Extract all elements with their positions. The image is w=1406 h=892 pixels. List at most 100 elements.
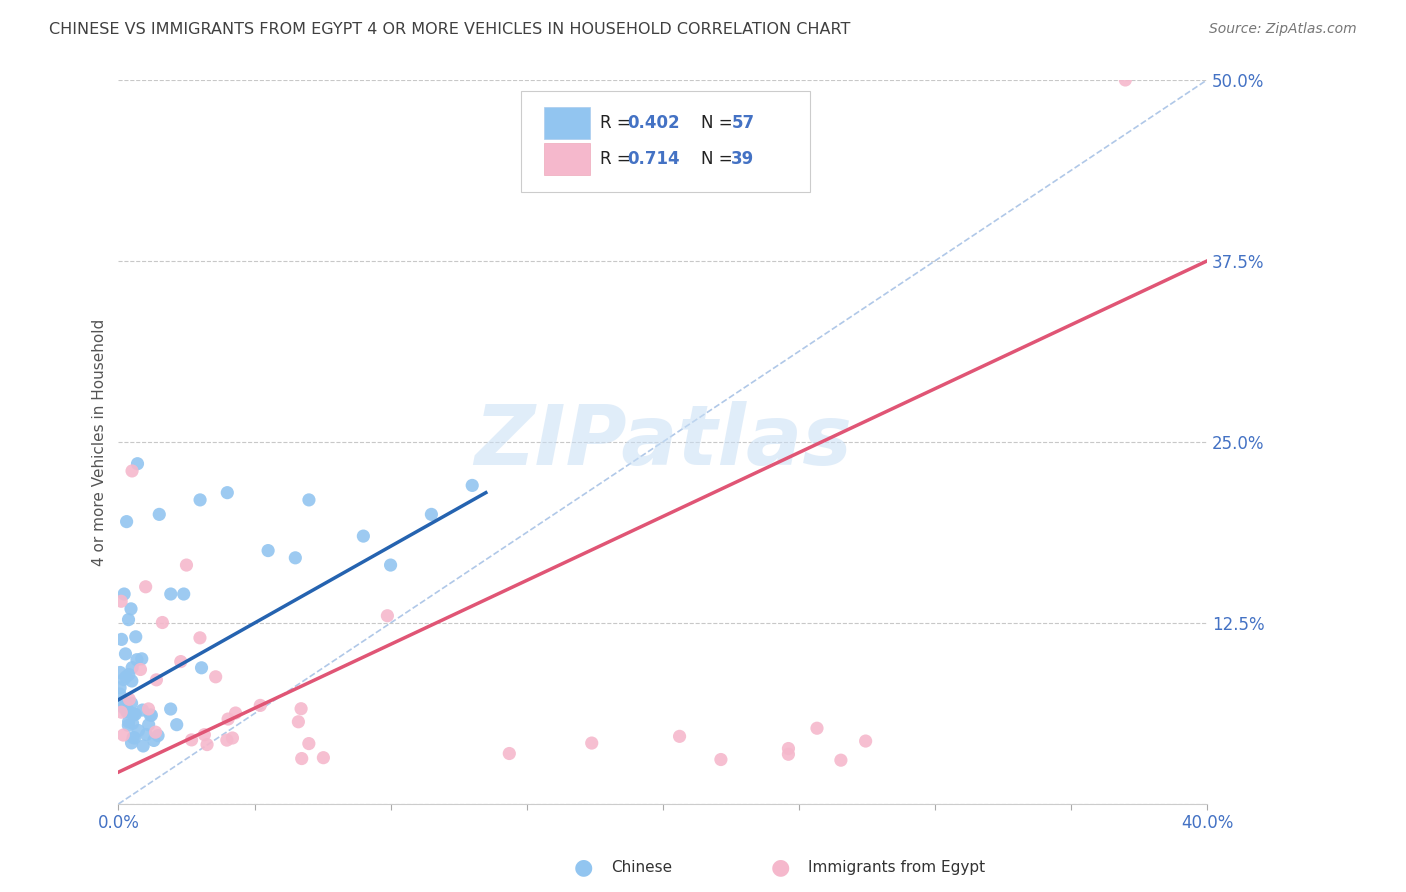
Point: [135, 580, 157, 594]
Point: [142, 733, 165, 747]
Point: [145, 673, 167, 687]
Point: [132, 739, 155, 753]
Point: [778, 747, 800, 762]
Point: [121, 736, 143, 750]
Point: [195, 738, 218, 752]
Point: [352, 529, 374, 543]
Point: [166, 717, 188, 731]
Text: ●: ●: [574, 857, 593, 877]
Point: [124, 731, 146, 745]
Point: [710, 752, 733, 766]
Point: [121, 464, 143, 478]
Text: N =: N =: [700, 150, 738, 168]
Point: [135, 727, 157, 741]
Text: Chinese: Chinese: [612, 860, 672, 874]
Point: [257, 543, 280, 558]
Point: [188, 631, 211, 645]
Point: [108, 665, 131, 680]
Point: [287, 714, 309, 729]
Point: [420, 508, 443, 522]
Point: [115, 670, 138, 684]
Point: [806, 721, 828, 735]
Point: [148, 508, 170, 522]
Point: [121, 716, 143, 731]
Point: [138, 717, 160, 731]
Point: [778, 741, 800, 756]
Point: [1114, 73, 1136, 87]
Point: [108, 681, 131, 695]
Point: [188, 492, 211, 507]
Point: [180, 732, 202, 747]
Text: ●: ●: [770, 857, 790, 877]
Point: [150, 615, 173, 630]
Point: [117, 718, 139, 732]
Text: Immigrants from Egypt: Immigrants from Egypt: [808, 860, 986, 874]
Point: [112, 728, 135, 742]
Point: [131, 703, 153, 717]
Point: [121, 660, 143, 674]
Point: [120, 602, 142, 616]
Point: [298, 492, 321, 507]
Text: Source: ZipAtlas.com: Source: ZipAtlas.com: [1209, 22, 1357, 37]
Point: [139, 708, 162, 723]
Point: [291, 751, 314, 765]
Point: [190, 661, 212, 675]
Point: [145, 725, 167, 739]
Text: CHINESE VS IMMIGRANTS FROM EGYPT 4 OR MORE VEHICLES IN HOUSEHOLD CORRELATION CHA: CHINESE VS IMMIGRANTS FROM EGYPT 4 OR MO…: [49, 22, 851, 37]
Point: [855, 734, 877, 748]
Point: [193, 728, 215, 742]
Point: [141, 708, 163, 723]
Point: [121, 673, 143, 688]
Point: [159, 702, 181, 716]
Point: [129, 663, 152, 677]
Point: [115, 515, 138, 529]
Point: [122, 731, 145, 745]
Point: [121, 696, 143, 710]
Point: [146, 729, 169, 743]
Text: 39: 39: [731, 150, 755, 168]
Point: [249, 698, 271, 713]
Text: 0.402: 0.402: [627, 113, 679, 132]
Text: ZIPatlas: ZIPatlas: [474, 401, 852, 483]
Point: [117, 613, 139, 627]
Point: [176, 558, 198, 572]
Point: [221, 731, 243, 745]
Point: [110, 594, 132, 608]
Point: [498, 747, 520, 761]
Point: [108, 687, 131, 701]
Point: [215, 733, 238, 747]
Point: [290, 702, 312, 716]
Point: [284, 550, 307, 565]
Point: [124, 707, 146, 722]
Point: [668, 730, 690, 744]
Point: [225, 706, 247, 720]
Point: [461, 478, 484, 492]
Point: [110, 632, 132, 647]
Point: [125, 630, 148, 644]
Point: [830, 753, 852, 767]
Point: [112, 673, 135, 687]
Point: [204, 670, 226, 684]
Point: [170, 655, 193, 669]
Point: [581, 736, 603, 750]
Point: [217, 712, 239, 726]
Point: [298, 737, 321, 751]
Y-axis label: 4 or more Vehicles in Household: 4 or more Vehicles in Household: [93, 318, 107, 566]
Point: [118, 667, 141, 681]
Point: [114, 696, 136, 710]
Point: [127, 457, 149, 471]
Point: [380, 558, 402, 572]
Point: [122, 708, 145, 723]
Point: [118, 692, 141, 706]
Point: [159, 587, 181, 601]
Point: [117, 703, 139, 717]
Point: [112, 587, 135, 601]
Text: 0.714: 0.714: [627, 150, 679, 168]
Point: [312, 750, 335, 764]
Point: [131, 652, 153, 666]
Text: R =: R =: [599, 113, 636, 132]
Point: [115, 705, 138, 719]
Text: N =: N =: [700, 113, 738, 132]
Point: [173, 587, 195, 601]
FancyBboxPatch shape: [544, 143, 589, 175]
